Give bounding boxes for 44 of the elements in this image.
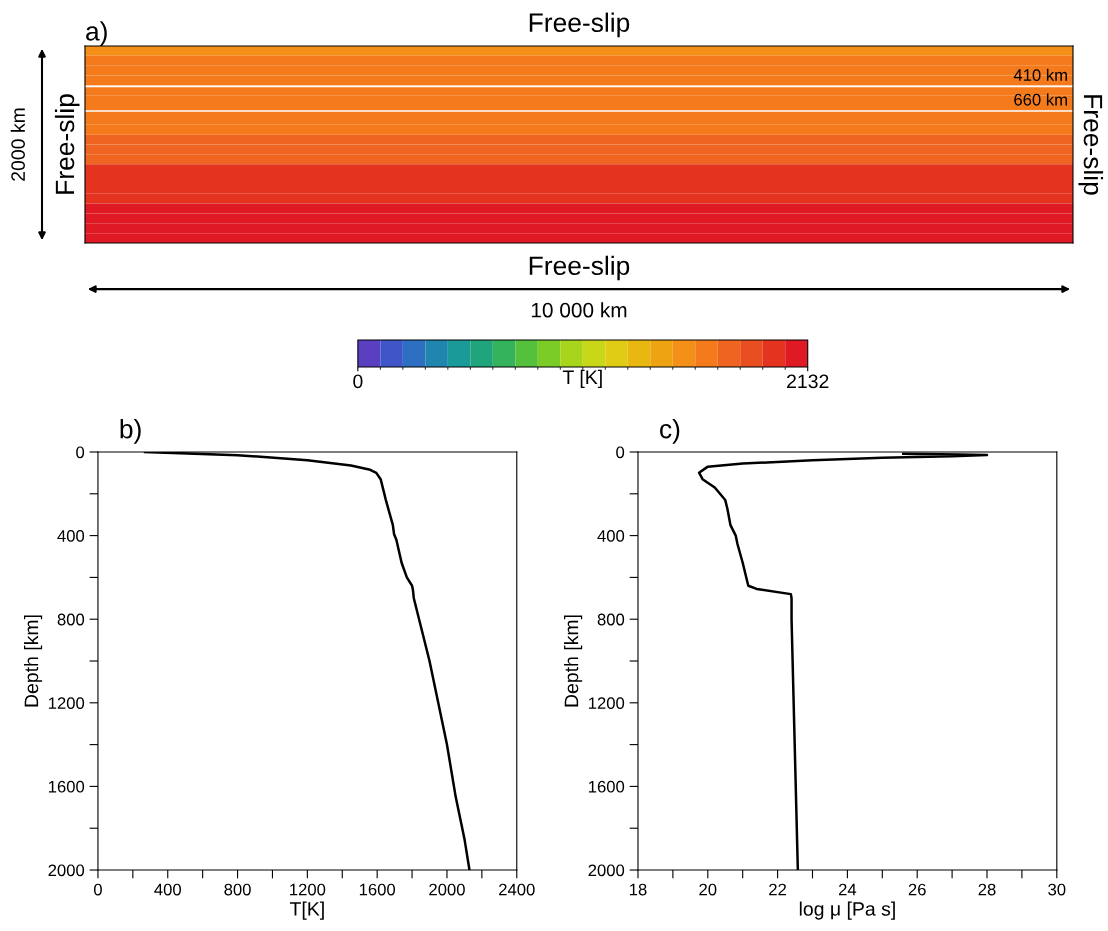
x-tick-label: 1200 — [290, 883, 326, 896]
x-tick-label: 20 — [699, 883, 717, 896]
color-bar-label: 2132 — [787, 374, 829, 389]
chart-title: c) — [660, 419, 680, 444]
x-tick-label: 2400 — [499, 883, 535, 896]
y-tick-label: 1600 — [588, 780, 625, 793]
y-tick-label: 0 — [76, 446, 85, 459]
x-tick-label: 0 — [93, 883, 102, 896]
y-tick-label: 400 — [597, 530, 625, 542]
text: 10 000 km — [531, 302, 627, 318]
x-tick-label: 800 — [224, 883, 251, 896]
chart-title: a) — [86, 21, 107, 46]
text: Free-slip — [529, 12, 630, 38]
y-tick-label: 0 — [616, 446, 625, 459]
y-tick-label: 1600 — [48, 780, 85, 793]
chart-title: b) — [120, 419, 141, 444]
x-tick-label: 1600 — [359, 883, 396, 896]
color-bar-title: T [K] — [562, 369, 602, 388]
y-tick-label: 2000 — [588, 864, 625, 877]
y-tick-label: 800 — [597, 613, 625, 626]
y-tick-label: 2000 — [48, 864, 85, 877]
x-tick-label: 30 — [1048, 883, 1066, 896]
x-axis-title: T[K] — [289, 901, 324, 920]
annotation: 660 km — [1014, 93, 1067, 106]
text: 2000 km — [10, 108, 25, 181]
text: Free-slip — [1078, 95, 1104, 195]
annotation: 410 km — [1013, 68, 1067, 81]
y-axis-title: Depth [km] — [24, 615, 43, 707]
x-tick-label: 400 — [154, 883, 181, 896]
text: Free-slip — [529, 255, 630, 281]
x-tick-label: 22 — [769, 883, 787, 896]
y-tick-label: 400 — [57, 530, 85, 542]
x-tick-label: 2000 — [429, 883, 465, 896]
y-tick-label: 800 — [57, 613, 85, 626]
text: Free-slip — [54, 94, 80, 194]
x-tick-label: 24 — [838, 883, 857, 896]
y-tick-label: 1200 — [48, 697, 85, 710]
y-tick-label: 1200 — [588, 697, 625, 710]
x-tick-label: 28 — [978, 883, 996, 896]
y-axis-title: Depth [km] — [564, 615, 583, 707]
x-axis-title: log μ [Pa s] — [799, 901, 895, 920]
x-tick-label: 26 — [908, 883, 926, 896]
x-tick-label: 18 — [629, 883, 647, 896]
color-bar-label: 0 — [353, 374, 363, 389]
